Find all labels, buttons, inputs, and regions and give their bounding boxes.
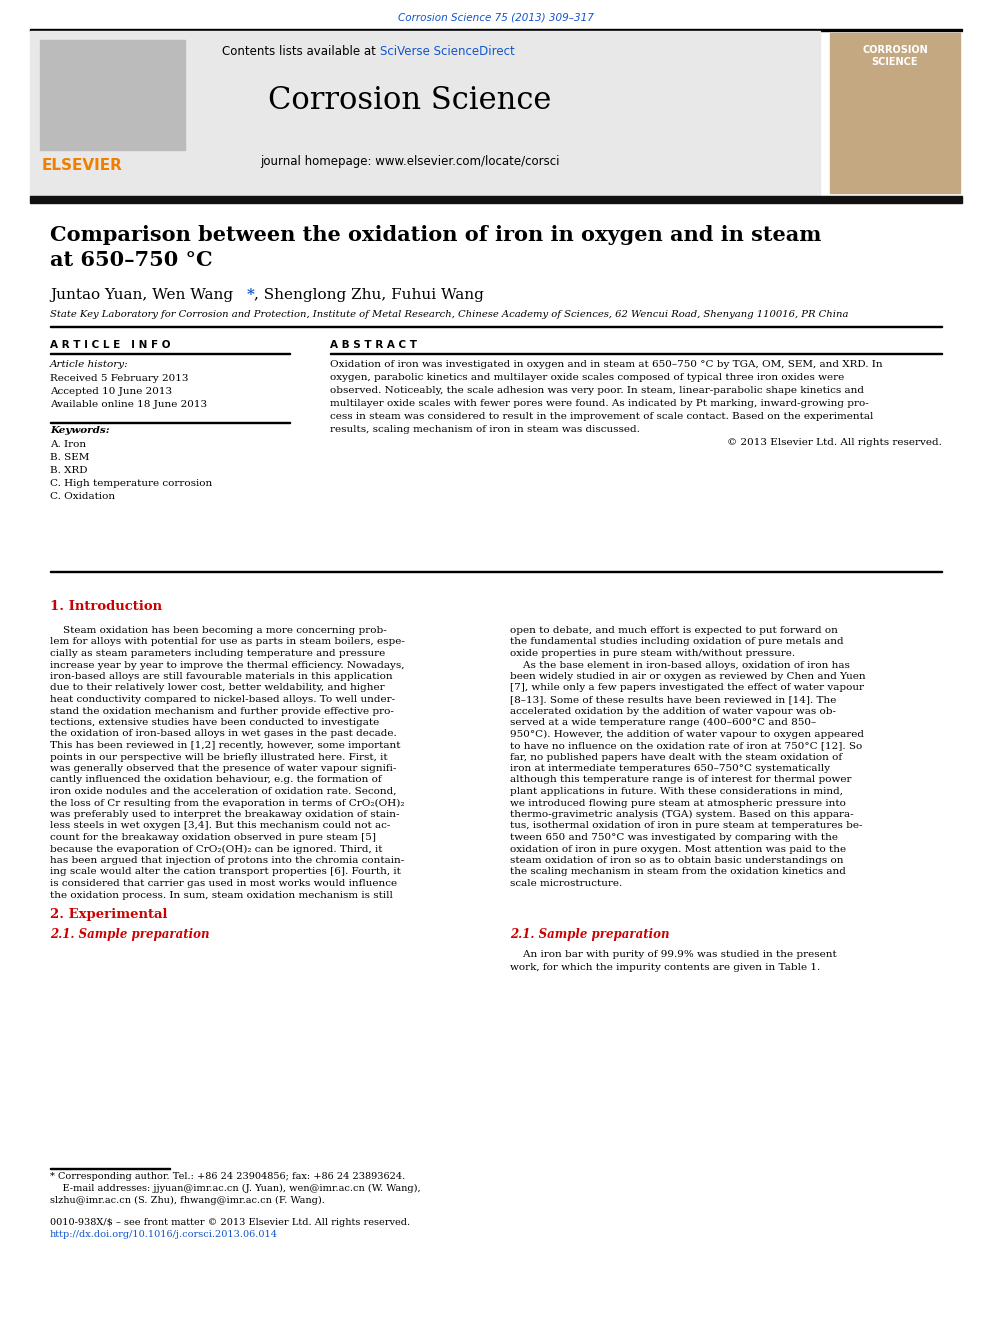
Text: *: * <box>247 288 255 302</box>
Text: the fundamental studies including oxidation of pure metals and: the fundamental studies including oxidat… <box>510 638 843 647</box>
Text: ing scale would alter the cation transport properties [6]. Fourth, it: ing scale would alter the cation transpo… <box>50 868 401 877</box>
Text: oxygen, parabolic kinetics and multilayer oxide scales composed of typical three: oxygen, parabolic kinetics and multilaye… <box>330 373 844 382</box>
Text: An iron bar with purity of 99.9% was studied in the present: An iron bar with purity of 99.9% was stu… <box>510 950 836 959</box>
Text: cially as steam parameters including temperature and pressure: cially as steam parameters including tem… <box>50 650 385 658</box>
Text: 0010-938X/$ – see front matter © 2013 Elsevier Ltd. All rights reserved.: 0010-938X/$ – see front matter © 2013 El… <box>50 1218 410 1226</box>
Text: results, scaling mechanism of iron in steam was discussed.: results, scaling mechanism of iron in st… <box>330 425 640 434</box>
Text: Oxidation of iron was investigated in oxygen and in steam at 650–750 °C by TGA, : Oxidation of iron was investigated in ox… <box>330 360 883 369</box>
Text: we introduced flowing pure steam at atmospheric pressure into: we introduced flowing pure steam at atmo… <box>510 799 846 807</box>
Text: due to their relatively lower cost, better weldability, and higher: due to their relatively lower cost, bett… <box>50 684 385 692</box>
Text: to have no influence on the oxidation rate of iron at 750°C [12]. So: to have no influence on the oxidation ra… <box>510 741 862 750</box>
Text: tections, extensive studies have been conducted to investigate: tections, extensive studies have been co… <box>50 718 379 728</box>
Text: Keywords:: Keywords: <box>50 426 110 435</box>
Text: iron at intermediate temperatures 650–750°C systematically: iron at intermediate temperatures 650–75… <box>510 763 830 773</box>
Text: was preferably used to interpret the breakaway oxidation of stain-: was preferably used to interpret the bre… <box>50 810 400 819</box>
Text: Received 5 February 2013: Received 5 February 2013 <box>50 374 188 382</box>
Text: tus, isothermal oxidation of iron in pure steam at temperatures be-: tus, isothermal oxidation of iron in pur… <box>510 822 862 831</box>
Text: the loss of Cr resulting from the evaporation in terms of CrO₂(OH)₂: the loss of Cr resulting from the evapor… <box>50 799 405 807</box>
Text: has been argued that injection of protons into the chromia contain-: has been argued that injection of proton… <box>50 856 405 865</box>
Text: 950°C). However, the addition of water vapour to oxygen appeared: 950°C). However, the addition of water v… <box>510 729 864 738</box>
Text: increase year by year to improve the thermal efficiency. Nowadays,: increase year by year to improve the the… <box>50 660 405 669</box>
Text: iron-based alloys are still favourable materials in this application: iron-based alloys are still favourable m… <box>50 672 393 681</box>
Text: * Corresponding author. Tel.: +86 24 23904856; fax: +86 24 23893624.: * Corresponding author. Tel.: +86 24 239… <box>50 1172 406 1181</box>
Text: 2.1. Sample preparation: 2.1. Sample preparation <box>50 927 209 941</box>
Text: Juntao Yuan, Wen Wang: Juntao Yuan, Wen Wang <box>50 288 233 302</box>
Bar <box>30 30 820 194</box>
Text: 1. Introduction: 1. Introduction <box>50 601 162 613</box>
Text: CORROSION
SCIENCE: CORROSION SCIENCE <box>862 45 928 66</box>
Bar <box>40 40 185 149</box>
Text: SciVerse ScienceDirect: SciVerse ScienceDirect <box>380 45 515 58</box>
Text: stand the oxidation mechanism and further provide effective pro-: stand the oxidation mechanism and furthe… <box>50 706 394 716</box>
Text: Corrosion Science 75 (2013) 309–317: Corrosion Science 75 (2013) 309–317 <box>398 13 594 22</box>
Text: C. High temperature corrosion: C. High temperature corrosion <box>50 479 212 488</box>
Text: steam oxidation of iron so as to obtain basic understandings on: steam oxidation of iron so as to obtain … <box>510 856 843 865</box>
Text: B. SEM: B. SEM <box>50 452 89 462</box>
Text: heat conductivity compared to nickel-based alloys. To well under-: heat conductivity compared to nickel-bas… <box>50 695 395 704</box>
Text: Comparison between the oxidation of iron in oxygen and in steam: Comparison between the oxidation of iron… <box>50 225 821 245</box>
Text: C. Oxidation: C. Oxidation <box>50 492 115 501</box>
Text: count for the breakaway oxidation observed in pure steam [5]: count for the breakaway oxidation observ… <box>50 833 376 841</box>
Text: http://dx.doi.org/10.1016/j.corsci.2013.06.014: http://dx.doi.org/10.1016/j.corsci.2013.… <box>50 1230 278 1240</box>
Text: multilayer oxide scales with fewer pores were found. As indicated by Pt marking,: multilayer oxide scales with fewer pores… <box>330 400 869 407</box>
Text: tween 650 and 750°C was investigated by comparing with the: tween 650 and 750°C was investigated by … <box>510 833 838 841</box>
Text: the scaling mechanism in steam from the oxidation kinetics and: the scaling mechanism in steam from the … <box>510 868 846 877</box>
Text: B. XRD: B. XRD <box>50 466 87 475</box>
Text: the oxidation process. In sum, steam oxidation mechanism is still: the oxidation process. In sum, steam oxi… <box>50 890 393 900</box>
Text: As the base element in iron-based alloys, oxidation of iron has: As the base element in iron-based alloys… <box>510 660 850 669</box>
Text: was generally observed that the presence of water vapour signifi-: was generally observed that the presence… <box>50 763 397 773</box>
Bar <box>30 196 962 202</box>
Text: thermo-gravimetric analysis (TGA) system. Based on this appara-: thermo-gravimetric analysis (TGA) system… <box>510 810 854 819</box>
Text: scale microstructure.: scale microstructure. <box>510 878 622 888</box>
Text: cantly influenced the oxidation behaviour, e.g. the formation of: cantly influenced the oxidation behaviou… <box>50 775 382 785</box>
Text: work, for which the impurity contents are given in Table 1.: work, for which the impurity contents ar… <box>510 963 820 972</box>
Text: lem for alloys with potential for use as parts in steam boilers, espe-: lem for alloys with potential for use as… <box>50 638 405 647</box>
Text: slzhu@imr.ac.cn (S. Zhu), fhwang@imr.ac.cn (F. Wang).: slzhu@imr.ac.cn (S. Zhu), fhwang@imr.ac.… <box>50 1196 324 1205</box>
Text: points in our perspective will be briefly illustrated here. First, it: points in our perspective will be briefl… <box>50 753 388 762</box>
Text: far, no published papers have dealt with the steam oxidation of: far, no published papers have dealt with… <box>510 753 842 762</box>
Text: Available online 18 June 2013: Available online 18 June 2013 <box>50 400 207 409</box>
Text: the oxidation of iron-based alloys in wet gases in the past decade.: the oxidation of iron-based alloys in we… <box>50 729 397 738</box>
Text: although this temperature range is of interest for thermal power: although this temperature range is of in… <box>510 775 851 785</box>
Text: Article history:: Article history: <box>50 360 129 369</box>
Text: State Key Laboratory for Corrosion and Protection, Institute of Metal Research, : State Key Laboratory for Corrosion and P… <box>50 310 848 319</box>
Text: at 650–750 °C: at 650–750 °C <box>50 250 212 270</box>
Text: been widely studied in air or oxygen as reviewed by Chen and Yuen: been widely studied in air or oxygen as … <box>510 672 866 681</box>
Text: oxide properties in pure steam with/without pressure.: oxide properties in pure steam with/with… <box>510 650 796 658</box>
Text: served at a wide temperature range (400–600°C and 850–: served at a wide temperature range (400–… <box>510 718 816 728</box>
Text: because the evaporation of CrO₂(OH)₂ can be ignored. Third, it: because the evaporation of CrO₂(OH)₂ can… <box>50 844 383 853</box>
Text: [7], while only a few papers investigated the effect of water vapour: [7], while only a few papers investigate… <box>510 684 864 692</box>
Text: A R T I C L E   I N F O: A R T I C L E I N F O <box>50 340 171 351</box>
Bar <box>830 33 960 193</box>
Text: E-mail addresses: jjyuan@imr.ac.cn (J. Yuan), wen@imr.ac.cn (W. Wang),: E-mail addresses: jjyuan@imr.ac.cn (J. Y… <box>50 1184 421 1193</box>
Text: is considered that carrier gas used in most works would influence: is considered that carrier gas used in m… <box>50 878 397 888</box>
Text: This has been reviewed in [1,2] recently, however, some important: This has been reviewed in [1,2] recently… <box>50 741 401 750</box>
Text: Contents lists available at: Contents lists available at <box>222 45 380 58</box>
Text: journal homepage: www.elsevier.com/locate/corsci: journal homepage: www.elsevier.com/locat… <box>260 155 559 168</box>
Text: © 2013 Elsevier Ltd. All rights reserved.: © 2013 Elsevier Ltd. All rights reserved… <box>727 438 942 447</box>
Text: less steels in wet oxygen [3,4]. But this mechanism could not ac-: less steels in wet oxygen [3,4]. But thi… <box>50 822 391 831</box>
Text: cess in steam was considered to result in the improvement of scale contact. Base: cess in steam was considered to result i… <box>330 411 873 421</box>
Text: accelerated oxidation by the addition of water vapour was ob-: accelerated oxidation by the addition of… <box>510 706 836 716</box>
Text: open to debate, and much effort is expected to put forward on: open to debate, and much effort is expec… <box>510 626 838 635</box>
Text: [8–13]. Some of these results have been reviewed in [14]. The: [8–13]. Some of these results have been … <box>510 695 836 704</box>
Text: , Shenglong Zhu, Fuhui Wang: , Shenglong Zhu, Fuhui Wang <box>254 288 484 302</box>
Bar <box>30 29 962 30</box>
Text: iron oxide nodules and the acceleration of oxidation rate. Second,: iron oxide nodules and the acceleration … <box>50 787 397 796</box>
Text: Accepted 10 June 2013: Accepted 10 June 2013 <box>50 388 173 396</box>
Text: Steam oxidation has been becoming a more concerning prob-: Steam oxidation has been becoming a more… <box>50 626 387 635</box>
Text: Corrosion Science: Corrosion Science <box>268 85 552 116</box>
Text: plant applications in future. With these considerations in mind,: plant applications in future. With these… <box>510 787 843 796</box>
Text: 2.1. Sample preparation: 2.1. Sample preparation <box>510 927 670 941</box>
Text: observed. Noticeably, the scale adhesion was very poor. In steam, linear-parabol: observed. Noticeably, the scale adhesion… <box>330 386 864 396</box>
Text: 2. Experimental: 2. Experimental <box>50 908 168 921</box>
Text: oxidation of iron in pure oxygen. Most attention was paid to the: oxidation of iron in pure oxygen. Most a… <box>510 844 846 853</box>
Text: A. Iron: A. Iron <box>50 441 86 448</box>
Text: ELSEVIER: ELSEVIER <box>42 157 123 173</box>
Text: A B S T R A C T: A B S T R A C T <box>330 340 417 351</box>
